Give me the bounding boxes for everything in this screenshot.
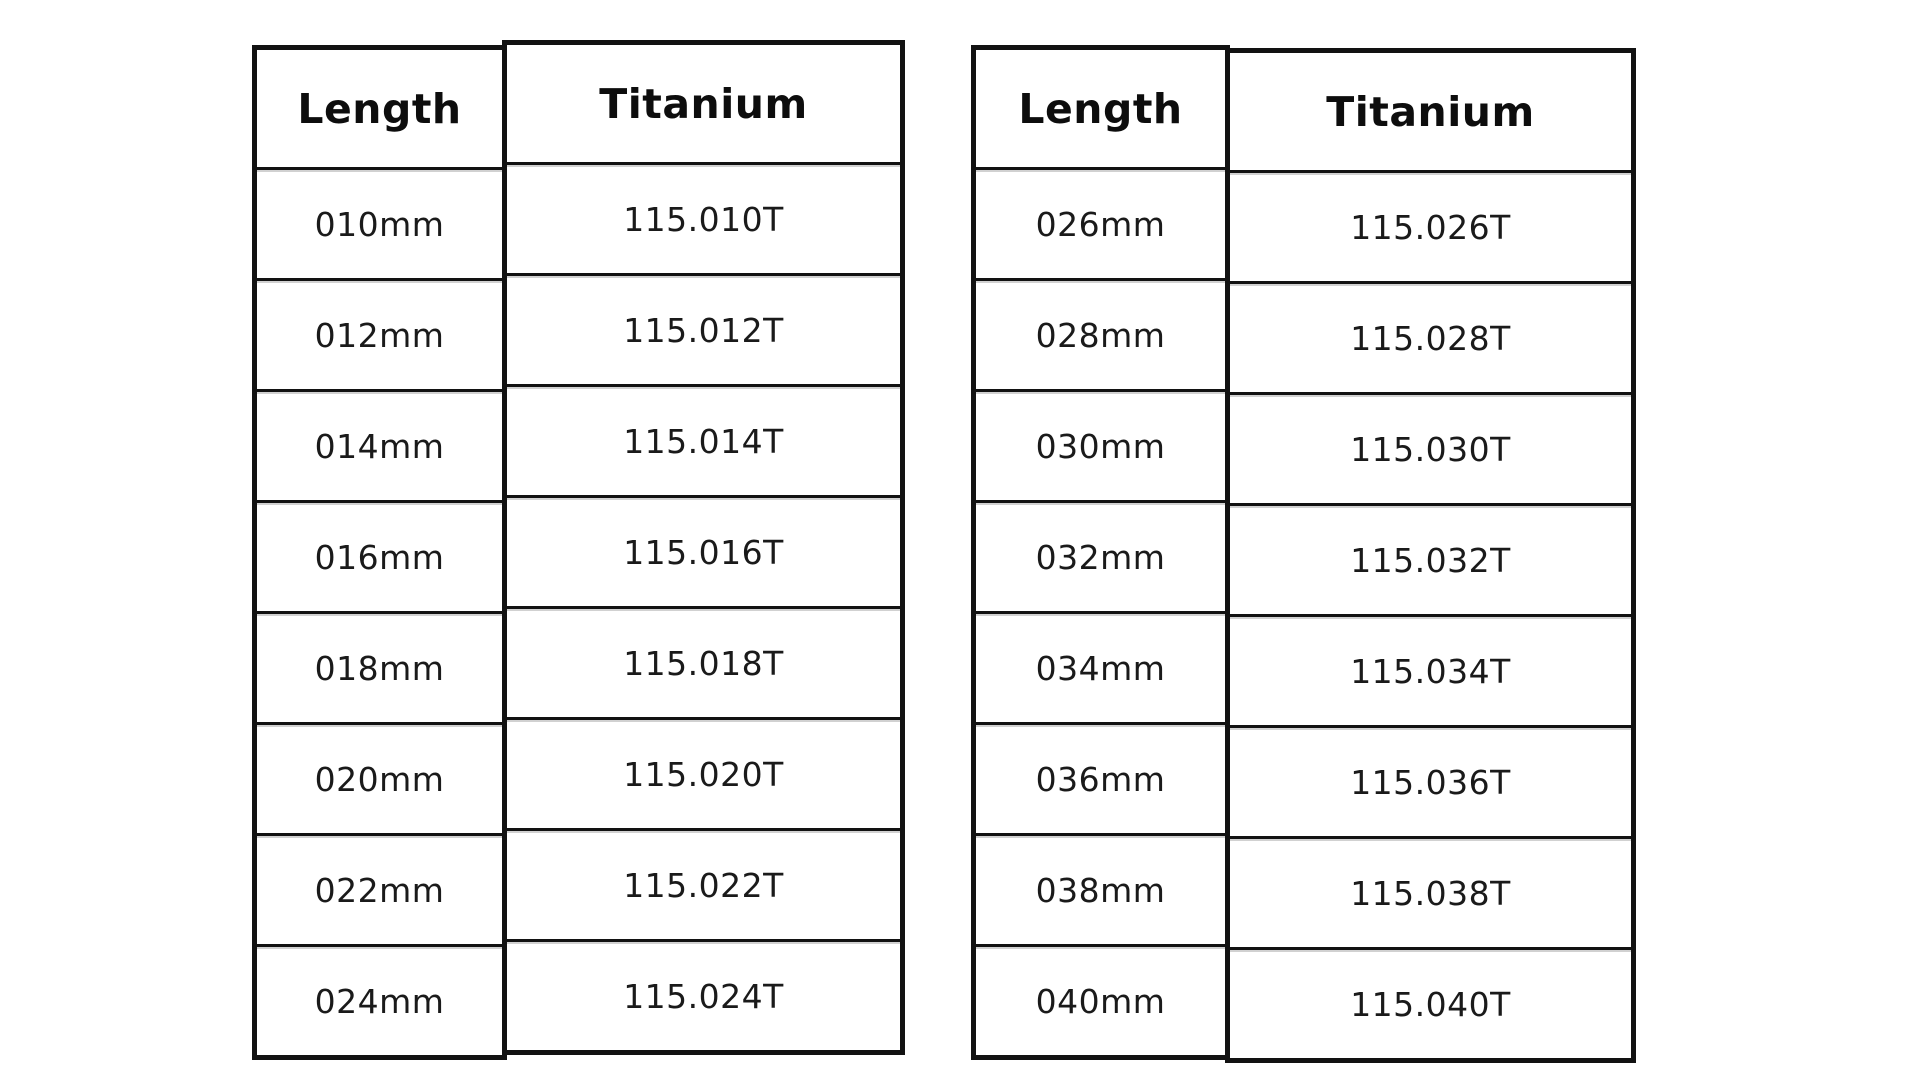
length-header: Length xyxy=(976,50,1225,167)
part-code-cell: 115.014T xyxy=(507,384,900,495)
part-code-cell: 115.010T xyxy=(507,162,900,273)
length-cell: 034mm xyxy=(976,611,1225,722)
length-cell: 022mm xyxy=(257,833,502,944)
part-code-cell: 115.026T xyxy=(1230,170,1631,281)
length-cell: 028mm xyxy=(976,278,1225,389)
length-cell: 032mm xyxy=(976,500,1225,611)
titanium-header: Titanium xyxy=(1230,53,1631,170)
length-cell: 014mm xyxy=(257,389,502,500)
part-code-cell: 115.040T xyxy=(1230,947,1631,1058)
length-column: Length 010mm 012mm 014mm 016mm 018mm 020mm 022… xyxy=(252,45,507,1060)
length-rows: 010mm 012mm 014mm 016mm 018mm 020mm 022mm 024mm xyxy=(257,167,502,1055)
part-code-cell: 115.022T xyxy=(507,828,900,939)
titanium-table-right: Length 026mm 028mm 030mm 032mm 034mm 036mm 038… xyxy=(971,45,1636,1063)
titanium-column: Titanium 115.010T 115.012T 115.014T 115.016… xyxy=(502,40,905,1055)
part-code-cell: 115.028T xyxy=(1230,281,1631,392)
length-rows: 026mm 028mm 030mm 032mm 034mm 036mm 038mm 040mm xyxy=(976,167,1225,1055)
length-cell: 010mm xyxy=(257,167,502,278)
titanium-header: Titanium xyxy=(507,45,900,162)
part-code-cell: 115.034T xyxy=(1230,614,1631,725)
code-rows: 115.010T 115.012T 115.014T 115.016T 115.018T… xyxy=(507,162,900,1050)
length-cell: 040mm xyxy=(976,944,1225,1055)
length-cell: 030mm xyxy=(976,389,1225,500)
length-column: Length 026mm 028mm 030mm 032mm 034mm 036mm 038… xyxy=(971,45,1230,1060)
part-code-cell: 115.036T xyxy=(1230,725,1631,836)
length-cell: 026mm xyxy=(976,167,1225,278)
length-cell: 038mm xyxy=(976,833,1225,944)
part-code-cell: 115.030T xyxy=(1230,392,1631,503)
length-cell: 012mm xyxy=(257,278,502,389)
length-cell: 024mm xyxy=(257,944,502,1055)
titanium-column: Titanium 115.026T 115.028T 115.030T 115.032… xyxy=(1225,48,1636,1063)
part-code-cell: 115.012T xyxy=(507,273,900,384)
length-cell: 016mm xyxy=(257,500,502,611)
length-header: Length xyxy=(257,50,502,167)
length-cell: 020mm xyxy=(257,722,502,833)
length-cell: 036mm xyxy=(976,722,1225,833)
part-code-cell: 115.018T xyxy=(507,606,900,717)
titanium-table-left: Length 010mm 012mm 014mm 016mm 018mm 020mm 022… xyxy=(252,40,905,1060)
part-code-cell: 115.038T xyxy=(1230,836,1631,947)
part-code-cell: 115.016T xyxy=(507,495,900,606)
part-code-cell: 115.032T xyxy=(1230,503,1631,614)
length-cell: 018mm xyxy=(257,611,502,722)
part-code-cell: 115.024T xyxy=(507,939,900,1050)
code-rows: 115.026T 115.028T 115.030T 115.032T 115.034T… xyxy=(1230,170,1631,1058)
part-code-cell: 115.020T xyxy=(507,717,900,828)
